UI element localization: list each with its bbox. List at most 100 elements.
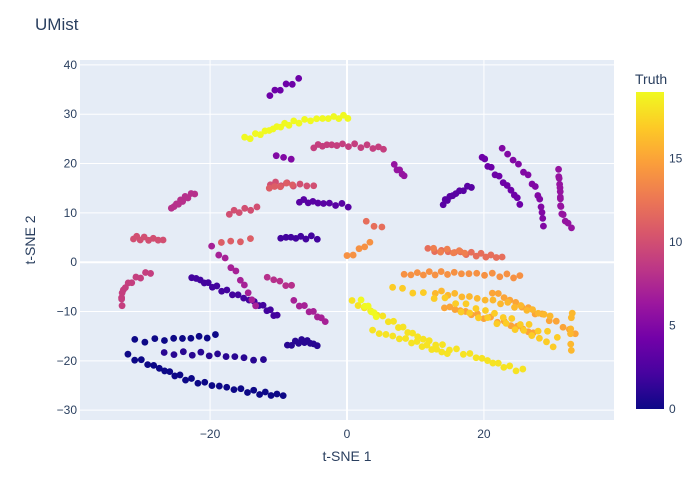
data-point xyxy=(194,379,202,387)
data-point xyxy=(540,222,547,230)
x-tick-label: 0 xyxy=(344,427,351,441)
data-point xyxy=(568,224,575,232)
data-point xyxy=(357,144,365,152)
data-point xyxy=(543,338,550,346)
data-point xyxy=(399,284,406,292)
data-point xyxy=(289,181,296,189)
data-point xyxy=(273,311,281,319)
data-point xyxy=(128,279,136,287)
data-point xyxy=(261,388,269,396)
data-point xyxy=(208,382,216,389)
data-point xyxy=(380,145,387,153)
data-point xyxy=(214,350,221,358)
data-points xyxy=(118,74,579,400)
data-point xyxy=(531,183,539,190)
data-point xyxy=(461,249,469,257)
data-point xyxy=(364,302,372,310)
data-point xyxy=(295,119,303,127)
data-point xyxy=(571,330,579,338)
data-point xyxy=(500,363,508,371)
data-point xyxy=(458,270,465,278)
data-point xyxy=(458,293,466,301)
data-point xyxy=(232,267,240,275)
data-point xyxy=(141,338,149,346)
data-point xyxy=(378,223,386,231)
data-point xyxy=(247,235,254,243)
data-point xyxy=(481,296,489,304)
data-point xyxy=(487,251,495,259)
data-point xyxy=(296,180,304,188)
data-point xyxy=(267,392,275,399)
data-point xyxy=(482,307,489,314)
y-tick-label: 30 xyxy=(64,107,78,121)
data-point xyxy=(375,330,383,338)
data-point xyxy=(534,327,542,335)
data-point xyxy=(517,302,525,309)
data-point xyxy=(215,251,223,259)
data-point xyxy=(246,135,254,143)
data-point xyxy=(236,276,244,284)
data-point xyxy=(348,297,356,304)
data-point xyxy=(351,140,359,148)
data-point xyxy=(355,245,363,253)
data-point xyxy=(437,268,445,275)
data-point xyxy=(523,307,531,314)
data-point xyxy=(430,244,437,252)
data-point xyxy=(495,172,503,180)
data-point xyxy=(227,264,235,272)
data-point xyxy=(511,303,518,311)
data-point xyxy=(529,306,536,313)
data-point xyxy=(478,354,486,362)
data-point xyxy=(179,198,187,205)
data-point xyxy=(247,206,255,214)
data-point xyxy=(567,347,575,354)
data-point xyxy=(525,321,533,328)
data-point xyxy=(520,326,528,334)
data-point xyxy=(389,332,397,340)
data-point xyxy=(252,302,260,310)
data-point xyxy=(309,308,317,315)
data-point xyxy=(552,317,560,325)
data-point xyxy=(131,356,139,364)
data-point xyxy=(266,92,274,100)
data-point xyxy=(266,306,274,314)
data-point xyxy=(271,183,279,190)
data-point xyxy=(535,334,543,342)
data-point xyxy=(556,195,564,203)
data-point xyxy=(567,314,575,322)
data-point xyxy=(161,337,168,344)
data-point xyxy=(431,271,439,279)
data-point xyxy=(494,359,502,367)
data-point xyxy=(215,382,223,390)
data-point xyxy=(272,152,280,160)
data-point xyxy=(557,203,565,210)
data-point xyxy=(362,217,370,225)
data-point xyxy=(253,203,261,211)
data-point xyxy=(147,270,154,277)
data-point xyxy=(151,335,159,342)
data-point xyxy=(241,133,249,141)
data-point xyxy=(389,283,397,291)
data-point xyxy=(137,356,145,364)
data-point xyxy=(567,325,575,333)
data-point xyxy=(369,145,377,152)
colorbar-tick-label: 15 xyxy=(669,152,683,166)
data-point xyxy=(484,357,491,364)
data-point xyxy=(302,235,310,243)
data-point xyxy=(326,199,333,207)
data-point xyxy=(467,248,475,256)
data-point xyxy=(223,383,231,391)
data-point xyxy=(516,272,524,280)
data-point xyxy=(195,332,203,340)
data-point xyxy=(395,335,403,343)
x-tick-labels: −20 0 20 xyxy=(200,427,491,441)
data-point xyxy=(231,353,239,361)
data-point xyxy=(455,247,463,255)
data-point xyxy=(390,317,397,325)
data-point xyxy=(354,302,362,309)
data-point xyxy=(227,237,235,245)
data-point xyxy=(223,286,231,294)
data-point xyxy=(475,314,482,322)
data-point xyxy=(466,350,474,357)
